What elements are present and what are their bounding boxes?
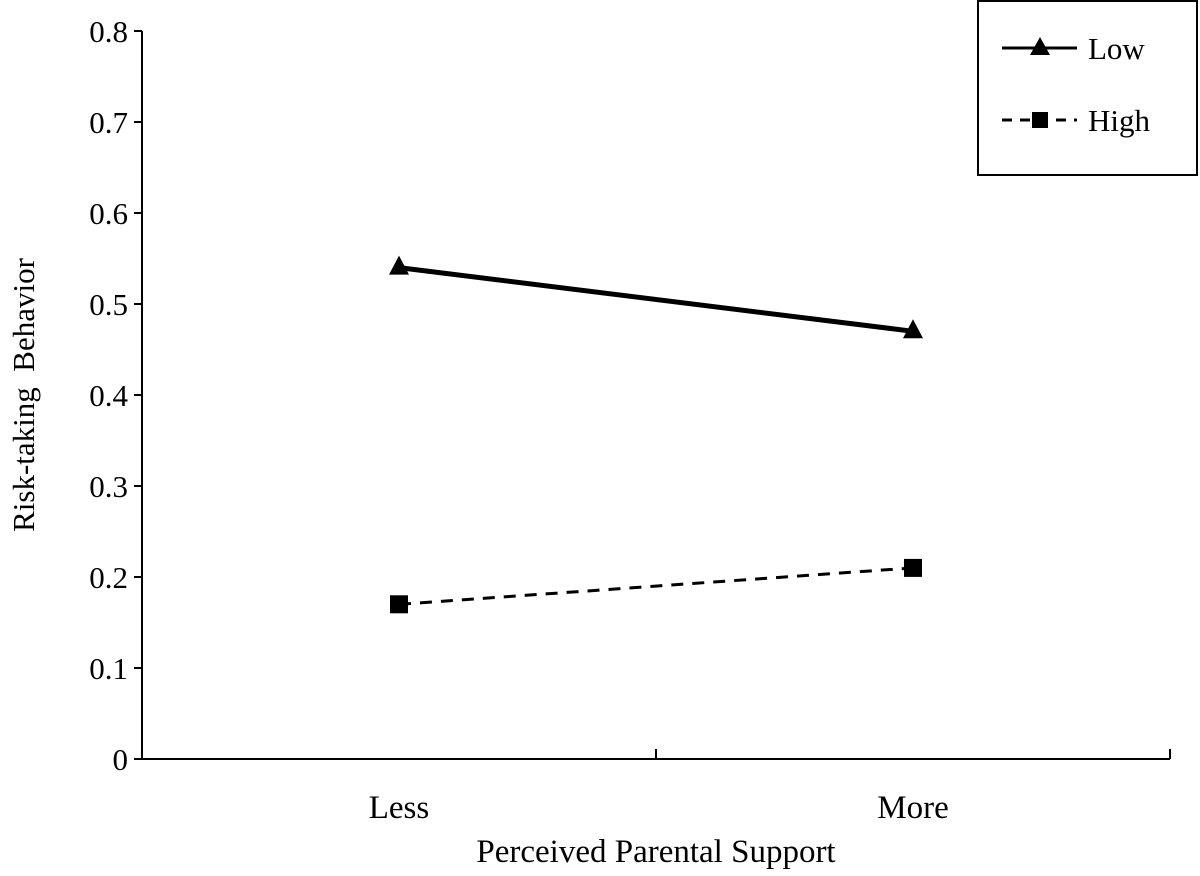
y-tick-label: 0.3 bbox=[89, 469, 128, 504]
triangle-marker bbox=[903, 319, 923, 339]
legend-box bbox=[977, 0, 1198, 176]
series-line-high bbox=[398, 566, 914, 606]
legend-square-marker-icon bbox=[1032, 112, 1048, 128]
legend: Low High bbox=[977, 0, 1198, 176]
y-tick-label: 0.5 bbox=[89, 287, 128, 322]
y-tick-label: 0.2 bbox=[89, 560, 128, 595]
y-axis-label: Risk-taking Behavior bbox=[6, 257, 41, 531]
triangle-marker bbox=[389, 255, 409, 275]
y-tick-label: 0.1 bbox=[89, 651, 128, 686]
y-tick-label: 0.6 bbox=[89, 196, 128, 231]
series-line-low bbox=[398, 265, 914, 334]
x-axis-label: Perceived Parental Support bbox=[476, 834, 835, 870]
x-tick-label: More bbox=[877, 790, 948, 826]
x-tick-label: Less bbox=[369, 790, 430, 826]
legend-label-low: Low bbox=[1088, 31, 1145, 66]
y-tick-label: 0.4 bbox=[89, 378, 128, 413]
plot-area bbox=[389, 255, 923, 614]
square-marker bbox=[904, 558, 922, 577]
y-tick-label: 0 bbox=[113, 742, 129, 777]
x-axis: Less More bbox=[141, 749, 1171, 826]
y-axis: 0 0.1 0.2 0.3 0.4 0.5 0.6 0.7 0.8 bbox=[89, 14, 143, 777]
legend-label-high: High bbox=[1088, 103, 1151, 138]
square-marker bbox=[390, 595, 408, 614]
y-tick-label: 0.8 bbox=[89, 14, 128, 49]
y-tick-label: 0.7 bbox=[89, 105, 128, 140]
legend-triangle-marker-icon bbox=[1030, 37, 1050, 55]
